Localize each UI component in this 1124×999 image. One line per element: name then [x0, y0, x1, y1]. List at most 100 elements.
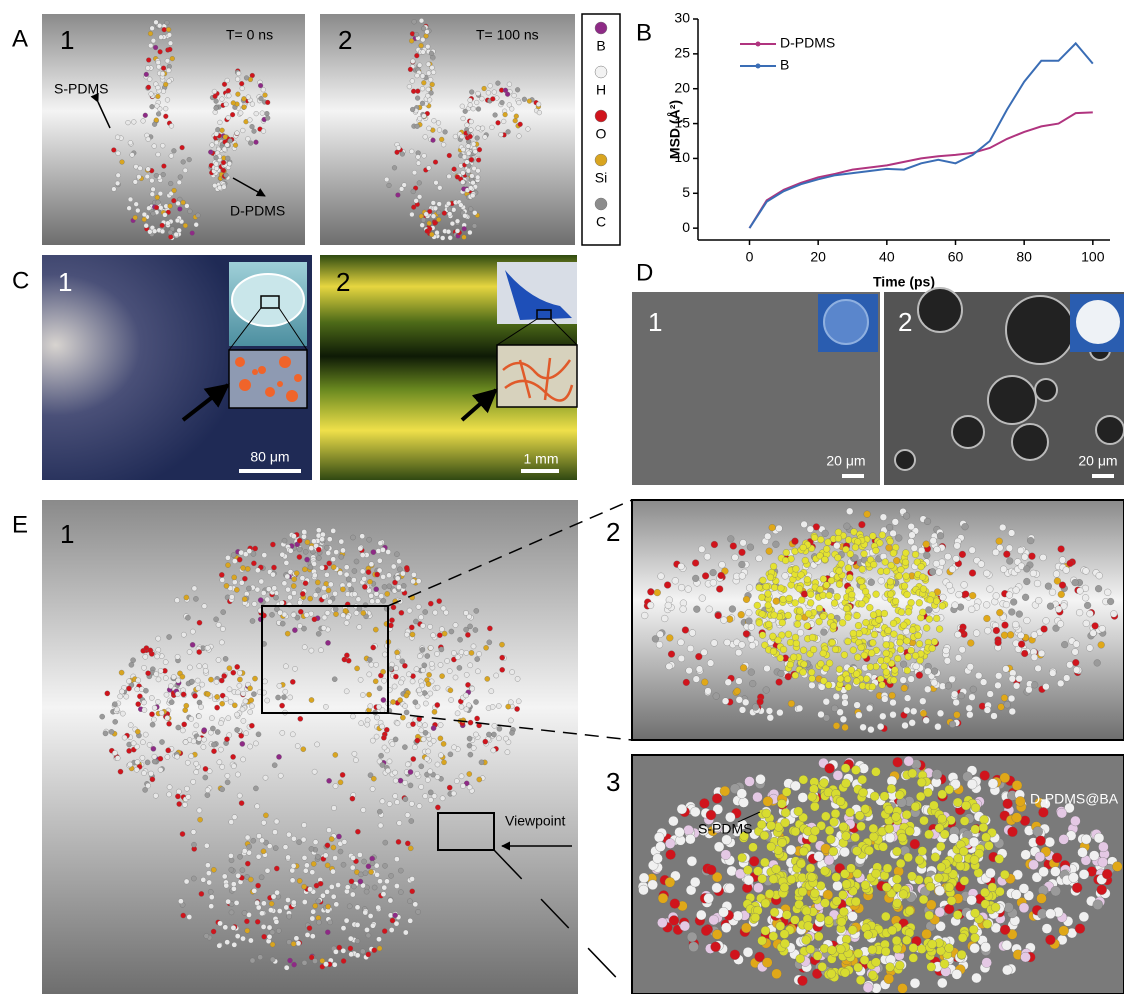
atom [916, 599, 923, 606]
atom [639, 885, 649, 895]
atom [670, 899, 680, 909]
atom [362, 859, 367, 864]
atom [657, 918, 667, 928]
atom [753, 792, 763, 802]
atom [260, 111, 265, 116]
atom [235, 131, 240, 136]
atom [848, 911, 858, 921]
atom [677, 804, 687, 814]
atom [377, 686, 382, 691]
scale-bar [239, 469, 301, 473]
atom [206, 871, 211, 876]
atom [480, 126, 485, 131]
atom [856, 976, 865, 985]
atom [420, 683, 425, 688]
atom [143, 732, 148, 737]
atom [892, 667, 899, 674]
atom [719, 561, 726, 568]
atom [427, 672, 432, 677]
atom [346, 577, 351, 582]
atom [1008, 609, 1015, 616]
atom [730, 543, 737, 550]
atom [184, 595, 189, 600]
atom [850, 647, 857, 654]
atom [360, 692, 365, 697]
atom [940, 830, 949, 839]
atom [381, 598, 386, 603]
atom [192, 693, 197, 698]
atom [902, 810, 911, 819]
atom [215, 694, 220, 699]
atom [278, 773, 283, 778]
atom [394, 552, 399, 557]
atom [360, 553, 365, 558]
atom [916, 672, 923, 679]
atom [355, 829, 360, 834]
atom [769, 524, 776, 531]
atom [1045, 837, 1055, 847]
atom [186, 794, 191, 799]
atom [344, 653, 349, 658]
atom [739, 573, 746, 580]
atom [503, 736, 508, 741]
atom [864, 930, 873, 939]
atom [398, 698, 403, 703]
atom [426, 682, 431, 687]
atom [1099, 625, 1106, 632]
atom [842, 724, 849, 731]
atom [868, 579, 875, 586]
atom [890, 699, 897, 706]
atom [135, 687, 140, 692]
atom [758, 874, 767, 883]
atom [1001, 695, 1008, 702]
atom [220, 764, 225, 769]
atom [374, 715, 379, 720]
atom [187, 665, 192, 670]
atom [825, 682, 832, 689]
atom [732, 554, 739, 561]
atom [690, 877, 700, 887]
atom [467, 736, 472, 741]
atom [836, 568, 843, 575]
atom [793, 640, 800, 647]
atom [936, 569, 943, 576]
atom [416, 909, 421, 914]
atom [154, 20, 159, 25]
atom [214, 132, 219, 137]
atom [375, 572, 380, 577]
atom [925, 911, 934, 920]
atom [802, 907, 811, 916]
atom [210, 143, 215, 148]
atom [1002, 965, 1012, 975]
atom [1066, 661, 1073, 668]
droplet [252, 369, 258, 375]
atom [135, 208, 140, 213]
atom [798, 887, 807, 896]
atom [331, 557, 336, 562]
atom [137, 174, 142, 179]
atom [150, 722, 155, 727]
atom [176, 678, 181, 683]
atom [930, 537, 937, 544]
atom [239, 733, 244, 738]
atom [714, 842, 724, 852]
atom [297, 878, 302, 883]
atom [692, 575, 699, 582]
atom [969, 694, 976, 701]
atom [884, 974, 894, 984]
atom [984, 627, 991, 634]
atom [668, 651, 675, 658]
atom [806, 945, 815, 954]
atom [807, 873, 816, 882]
atom [233, 143, 238, 148]
atom [320, 893, 325, 898]
atom [142, 212, 147, 217]
atom [929, 568, 936, 575]
atom [352, 592, 357, 597]
atom [382, 929, 387, 934]
atom [854, 949, 863, 958]
atom [863, 983, 873, 993]
atom [882, 559, 889, 566]
atom [870, 612, 877, 619]
atom [400, 715, 405, 720]
